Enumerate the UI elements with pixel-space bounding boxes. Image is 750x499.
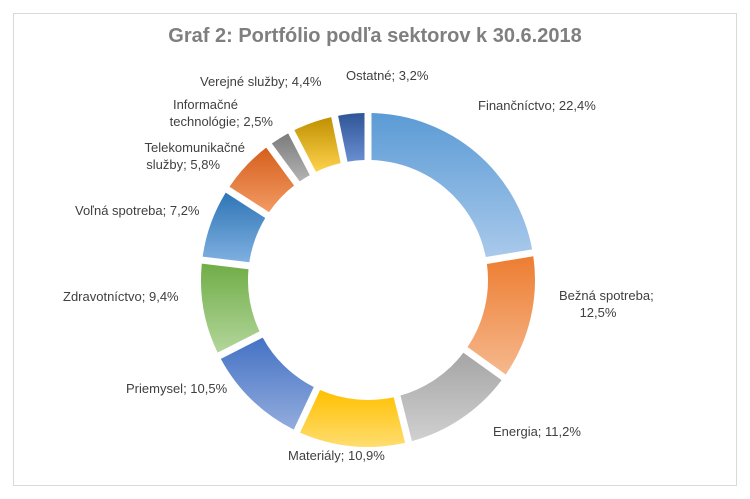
data-label-bezna-spotreba: Bežná spotreba; 12,5% [559,288,654,320]
data-label-materialy: Materiály; 10,9% [288,448,385,463]
data-label-telekomunikacne-sluzby: Telekomunikačné služby; 5,8% [145,140,245,172]
data-label-financnictvo: Finančníctvo; 22,4% [478,98,596,113]
slice-telekomunikacne-sluzby [229,147,295,213]
slice-zdravotnictvo [201,263,260,353]
slice-priemysel [220,337,314,430]
slice-ostatne [338,113,365,162]
slice-informacne-technologie [271,133,310,182]
slice-bezna-spotreba [467,256,536,375]
data-label-energia: Energia; 11,2% [493,424,581,439]
data-label-verejne-sluzby: Verejné služby; 4,4% [200,74,322,89]
data-label-zdravotnictvo: Zdravotníctvo; 9,4% [63,289,179,304]
slice-financnictvo [371,113,533,258]
data-label-priemysel: Priemysel; 10,5% [126,381,228,396]
data-label-ostatne: Ostatné; 3,2% [346,68,429,83]
data-label-volna-spotreba: Voľná spotreba; 7,2% [75,203,200,218]
slice-materialy [300,390,406,447]
slice-volna-spotreba [202,192,266,263]
chart-title: Graf 2: Portfólio podľa sektorov k 30.6.… [168,25,582,47]
slice-energia [400,352,502,442]
slice-verejne-sluzby [294,117,341,172]
data-label-informacne-technologie: Informačné technológie; 2,5% [170,97,274,129]
